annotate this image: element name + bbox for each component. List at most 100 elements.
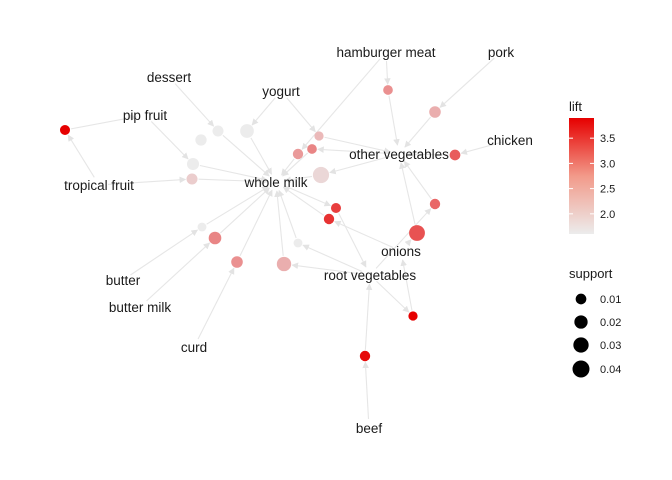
rule-edge [364, 283, 373, 350]
rule-edge [324, 136, 391, 154]
item-label-other-vegetables[interactable]: other vegetables [349, 147, 449, 162]
rule-edge [220, 187, 270, 234]
rule-node[interactable] [195, 134, 207, 146]
item-label-beef[interactable]: beef [356, 421, 383, 436]
rule-edge [239, 189, 273, 257]
rule-edge [291, 262, 362, 275]
rule-node[interactable] [312, 166, 330, 184]
rule-edge [284, 185, 332, 207]
item-label-dessert[interactable]: dessert [147, 70, 192, 85]
rule-edge [460, 141, 502, 155]
rule-node[interactable] [212, 125, 224, 137]
rule-node-layer [59, 85, 461, 362]
rule-node[interactable] [240, 124, 254, 138]
rule-node[interactable] [429, 198, 441, 210]
rule-node[interactable] [293, 238, 303, 248]
rule-edge [407, 150, 449, 158]
rule-edge [301, 58, 381, 150]
rule-node[interactable] [208, 231, 222, 245]
rule-edge [251, 97, 276, 126]
rule-edge [334, 220, 393, 248]
rule-node[interactable] [449, 149, 461, 161]
item-label-pip-fruit[interactable]: pip fruit [123, 108, 168, 123]
rule-edge [388, 95, 400, 146]
rule-edge [199, 164, 268, 183]
rule-edge [376, 280, 410, 313]
support-legend-key-dot [573, 337, 589, 353]
item-label-whole-milk[interactable]: whole milk [243, 175, 307, 190]
rule-edge [329, 155, 391, 175]
rule-node[interactable] [408, 311, 418, 321]
rule-edge [375, 208, 432, 269]
rule-node[interactable] [59, 124, 71, 136]
rule-edge [198, 178, 268, 185]
lift-legend-tick-label: 2.0 [600, 209, 615, 221]
rule-node[interactable] [409, 225, 425, 241]
item-label-onions[interactable]: onions [381, 244, 421, 259]
rule-node[interactable] [231, 256, 243, 268]
rule-edge [146, 242, 211, 302]
rule-edge [286, 97, 316, 133]
rule-edge [362, 361, 370, 420]
item-label-layer: hamburger meat pork dessert yogurt pip fruit… [64, 45, 533, 436]
support-legend-key-label: 0.01 [600, 294, 621, 306]
rule-node[interactable] [314, 131, 324, 141]
lift-legend: lift 3.5 3.0 2.5 2.0 [569, 99, 615, 234]
rule-edge [384, 60, 391, 85]
rule-edge [67, 134, 95, 178]
item-label-pork[interactable]: pork [488, 45, 515, 60]
rule-edge [400, 259, 413, 311]
rule-edge [277, 189, 297, 239]
support-legend-key-dot [574, 315, 588, 329]
rule-node[interactable] [186, 157, 200, 171]
rule-edge [404, 239, 412, 247]
rule-edge [403, 160, 432, 200]
rule-edge [222, 134, 270, 177]
rule-node[interactable] [383, 85, 393, 95]
rule-edge [274, 190, 284, 256]
rule-edge [404, 116, 431, 148]
edge-layer [67, 57, 502, 420]
support-legend-key-label: 0.04 [600, 364, 621, 376]
rule-edge [206, 186, 269, 225]
rule-node[interactable] [359, 350, 371, 362]
item-label-tropical-fruit[interactable]: tropical fruit [64, 178, 134, 193]
rule-edge [174, 83, 215, 127]
rule-node[interactable] [276, 256, 292, 272]
item-label-curd[interactable]: curd [181, 340, 207, 355]
rule-node[interactable] [186, 173, 198, 185]
rule-edge [317, 146, 391, 155]
rule-edge [107, 176, 187, 185]
rule-node[interactable] [429, 106, 441, 118]
item-label-chicken[interactable]: chicken [487, 133, 533, 148]
lift-legend-tick-label: 3.5 [600, 133, 615, 145]
rule-node[interactable] [330, 202, 342, 214]
support-legend-key-dot [572, 360, 590, 378]
lift-legend-tick-label: 3.0 [600, 158, 615, 170]
rule-node[interactable] [307, 144, 317, 154]
rule-edge [439, 57, 495, 108]
rule-edge [302, 244, 362, 272]
rule-edge [130, 229, 199, 276]
support-legend: support 0.01 0.02 0.03 0.04 [569, 266, 621, 378]
rule-edge [70, 114, 137, 130]
item-label-butter-milk[interactable]: butter milk [109, 300, 172, 315]
rule-node[interactable] [197, 222, 207, 232]
support-legend-key-label: 0.02 [600, 317, 621, 329]
rule-edge [282, 152, 309, 177]
support-legend-title: support [569, 266, 613, 281]
rule-edge [282, 186, 325, 216]
item-label-root-vegetables[interactable]: root vegetables [324, 268, 417, 283]
item-label-yogurt[interactable]: yogurt [262, 84, 300, 99]
rule-edge [338, 213, 367, 268]
rule-edge [399, 162, 416, 225]
rule-edge [250, 137, 273, 175]
rule-edge [284, 175, 313, 183]
support-legend-key-label: 0.03 [600, 340, 621, 352]
rule-edge [197, 267, 235, 340]
rule-node[interactable] [292, 148, 304, 160]
rule-node[interactable] [323, 213, 335, 225]
item-label-butter[interactable]: butter [106, 273, 141, 288]
item-label-hamburger-meat[interactable]: hamburger meat [336, 45, 435, 60]
